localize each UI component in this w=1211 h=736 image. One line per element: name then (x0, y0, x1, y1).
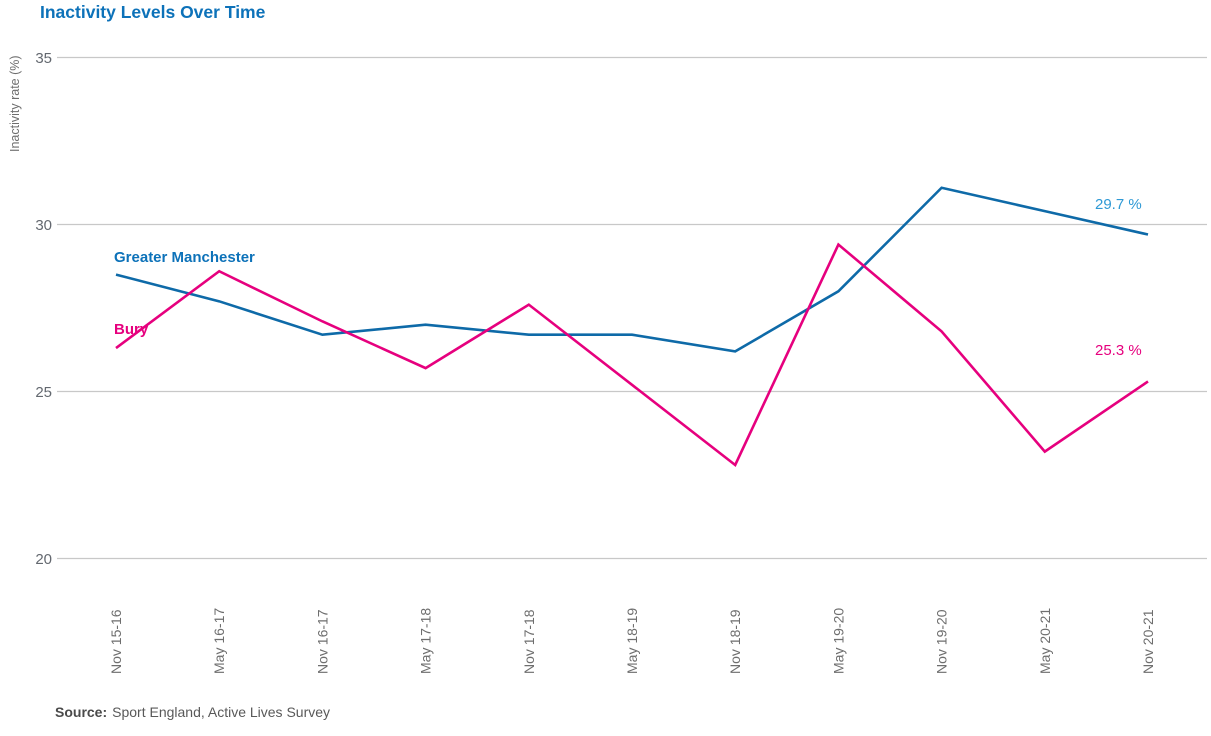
x-tick-label: May 16-17 (211, 608, 227, 674)
y-tick-label: 20 (35, 551, 52, 568)
line-bury (115, 242, 1149, 468)
line-greater-manchester (115, 186, 1149, 353)
x-tick-label: Nov 17-18 (521, 609, 537, 674)
y-tick-label: 25 (35, 384, 52, 401)
x-tick-label: Nov 18-19 (727, 609, 743, 674)
x-tick-label: Nov 20-21 (1140, 609, 1156, 674)
series-label-greater-manchester: Greater Manchester (114, 249, 255, 266)
source-prefix: Source: (55, 704, 108, 720)
source-line: Source: Sport England, Active Lives Surve… (55, 704, 330, 720)
end-value-label-greater-manchester: 29.7 % (1095, 196, 1142, 213)
y-tick-label: 30 (35, 217, 52, 234)
x-tick-label: Nov 16-17 (314, 609, 330, 674)
x-tick-label: May 18-19 (624, 608, 640, 674)
x-tick-label: May 17-18 (418, 608, 434, 674)
end-value-label-bury: 25.3 % (1095, 342, 1142, 359)
series-label-bury: Bury (114, 321, 149, 338)
x-tick-label: Nov 15-16 (108, 609, 124, 674)
chart-title: Inactivity Levels Over Time (40, 2, 266, 22)
x-tick-label: May 20-21 (1037, 608, 1053, 674)
x-tick-label: Nov 19-20 (934, 609, 950, 674)
x-tick-label: May 19-20 (830, 608, 846, 674)
source-text: Sport England, Active Lives Survey (112, 704, 331, 720)
y-tick-label: 35 (35, 50, 52, 67)
